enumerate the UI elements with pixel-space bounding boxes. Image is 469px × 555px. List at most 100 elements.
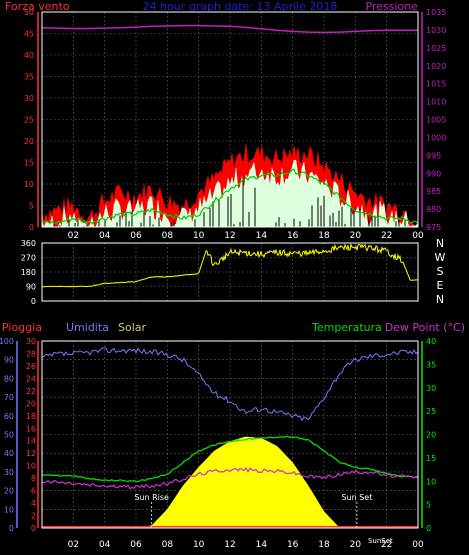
humidity-tick-label: 10: [4, 505, 14, 514]
rain-tick-label: 16: [26, 424, 36, 433]
wind-tick-label: 25: [24, 116, 34, 125]
pressure-tick-label: 1030: [426, 26, 446, 35]
x-tick-label: 02: [68, 231, 79, 241]
legend-rain: Pioggia: [2, 321, 42, 334]
direction-series: [41, 242, 418, 288]
humidity-tick-label: 30: [4, 468, 14, 477]
x-tick-label: 04: [99, 231, 111, 241]
pressure-tick-label: 975: [426, 223, 441, 232]
sun-annotation: Sun Set: [341, 493, 372, 502]
rain-tick-label: 0: [31, 524, 36, 533]
chart-title: 24 hour graph date: 13 Aprile 2018: [143, 0, 338, 13]
pressure-tick-label: 1025: [426, 44, 446, 53]
temp-tick-label: 25: [426, 407, 436, 416]
rain-tick-label: 26: [26, 362, 36, 371]
direction-tick-label: 270: [21, 254, 36, 263]
x-tick-label: 00: [412, 231, 424, 241]
wind-frame: [41, 11, 419, 228]
rain-tick-label: 12: [26, 449, 36, 458]
sun-annotation: Sun Rise: [134, 493, 169, 502]
temp-tick-label: 30: [426, 384, 436, 393]
pressure-tick-label: 1015: [426, 80, 446, 89]
humidity-tick-label: 40: [4, 449, 14, 458]
x-tick-label: 10: [193, 540, 205, 550]
humidity-tick-label: 60: [4, 412, 14, 421]
x-tick-label: 16: [287, 231, 299, 241]
x-tick-label: 22: [381, 540, 392, 550]
rain-tick-label: 6: [31, 487, 36, 496]
x-tick-label: 16: [287, 540, 299, 550]
pressure-tick-label: 980: [426, 205, 441, 214]
humidity-series: [41, 347, 419, 422]
cardinal-label: W: [435, 251, 446, 264]
humidity-tick-label: 20: [4, 487, 14, 496]
bottom-frame: [41, 340, 419, 529]
rain-tick-label: 18: [26, 412, 36, 421]
rain-tick-label: 22: [26, 387, 36, 396]
temp-tick-label: 15: [426, 454, 436, 463]
direction-frame: [41, 242, 419, 302]
legend-solar: Solar: [118, 321, 147, 334]
rain-tick-label: 14: [26, 437, 36, 446]
x-tick-label: 20: [350, 540, 362, 550]
legend-humidity: Umidita: [66, 321, 109, 334]
direction-tick-label: 90: [26, 283, 36, 292]
pressure-tick-label: 1010: [426, 98, 446, 107]
x-tick-label: 06: [130, 540, 142, 550]
wind-label: Forza vento: [5, 0, 70, 13]
x-tick-label: 20: [350, 231, 362, 241]
cardinal-label: N: [436, 237, 444, 250]
wind-tick-label: 5: [29, 202, 34, 211]
x-tick-label: 14: [256, 540, 268, 550]
direction-tick-label: 180: [21, 268, 36, 277]
x-tick-label: 04: [99, 540, 111, 550]
sun-annotation: SunSet: [368, 537, 393, 545]
temp-tick-label: 5: [426, 501, 431, 510]
pressure-tick-label: 1005: [426, 116, 446, 125]
pressure-series: [41, 24, 418, 34]
pressure-tick-label: 1020: [426, 62, 446, 71]
rain-tick-label: 20: [26, 399, 36, 408]
rain-tick-label: 8: [31, 474, 36, 483]
x-tick-label: 18: [318, 540, 330, 550]
rain-tick-label: 2: [31, 512, 36, 521]
temp-tick-label: 35: [426, 360, 436, 369]
wind-tick-label: 15: [24, 159, 34, 168]
dewpoint-series: [41, 467, 419, 490]
solar-series: [42, 436, 418, 529]
temp-tick-label: 40: [426, 337, 436, 346]
x-tick-label: 02: [68, 540, 79, 550]
wind-tick-label: 35: [24, 73, 34, 82]
rain-tick-label: 24: [26, 374, 36, 383]
x-tick-label: 08: [162, 231, 174, 241]
direction-tick-label: 0: [31, 297, 36, 306]
pressure-label: Pressione: [366, 0, 419, 13]
humidity-tick-label: 100: [0, 337, 14, 346]
humidity-tick-label: 80: [4, 374, 14, 383]
x-tick-label: 14: [256, 231, 268, 241]
temperature-series: [41, 435, 419, 483]
wind-tick-label: 0: [29, 223, 34, 232]
humidity-tick-label: 90: [4, 356, 14, 365]
rain-tick-label: 4: [31, 499, 36, 508]
temp-tick-label: 0: [426, 524, 431, 533]
pressure-tick-label: 1035: [426, 8, 446, 17]
x-tick-label: 06: [130, 231, 142, 241]
x-tick-label: 08: [162, 540, 174, 550]
x-tick-label: 12: [224, 540, 235, 550]
legend-dewpoint: Dew Point (°C): [385, 321, 465, 334]
temp-tick-label: 20: [426, 431, 436, 440]
wind-tick-label: 45: [24, 30, 34, 39]
pressure-tick-label: 990: [426, 169, 441, 178]
cardinal-label: N: [436, 293, 444, 306]
humidity-tick-label: 0: [9, 524, 14, 533]
direction-tick-label: 360: [21, 239, 36, 248]
x-tick-label: 10: [193, 231, 205, 241]
x-tick-label: 00: [412, 540, 424, 550]
wind-tick-label: 30: [24, 94, 34, 103]
humidity-tick-label: 70: [4, 393, 14, 402]
pressure-tick-label: 995: [426, 151, 441, 160]
legend-temperature: Temperatura: [311, 321, 382, 334]
x-tick-label: 18: [318, 231, 330, 241]
